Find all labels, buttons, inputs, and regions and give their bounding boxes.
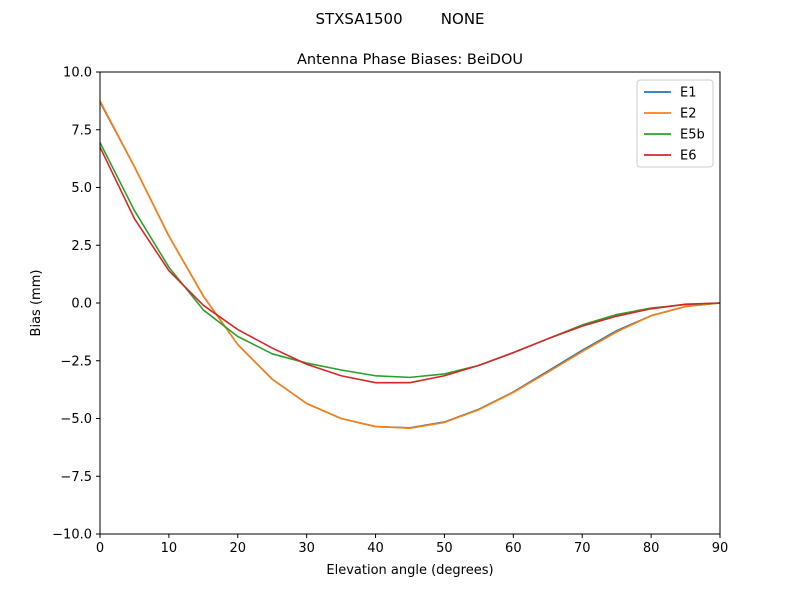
plot-frame (99, 71, 721, 535)
y-tick-label: 10.0 (63, 66, 92, 81)
series-line-e5b (99, 142, 721, 379)
x-tick-label: 60 (505, 541, 522, 556)
chart-suptitle: STXSA1500 NONE (315, 10, 484, 28)
x-tick-label: 90 (712, 541, 729, 556)
y-tick-label: 2.5 (71, 239, 92, 254)
legend-entry-label: E2 (680, 107, 697, 122)
x-tick-label: 30 (298, 541, 315, 556)
y-tick-label: −2.5 (60, 354, 92, 369)
x-tick-label: 0 (96, 541, 104, 556)
legend-entry-label: E6 (680, 149, 697, 164)
x-tick-label: 20 (230, 541, 247, 556)
legend-box (636, 79, 714, 168)
legend-entry-label: E1 (680, 86, 697, 101)
y-tick-label: −7.5 (60, 470, 92, 485)
y-tick-label: 7.5 (71, 123, 92, 138)
y-tick-label: 5.0 (71, 181, 92, 196)
y-tick-label: −10.0 (52, 528, 92, 543)
x-tick-label: 70 (574, 541, 591, 556)
chart-title: Antenna Phase Biases: BeiDOU (297, 52, 523, 68)
series-line-e2 (99, 100, 721, 430)
series-line-e6 (99, 146, 721, 384)
y-tick-label: −5.0 (60, 412, 92, 427)
x-tick-label: 80 (643, 541, 660, 556)
legend: E1 E2 E5b E6 (636, 79, 714, 168)
x-tick-label: 10 (161, 541, 178, 556)
plot-lines (99, 100, 721, 430)
series-line-e1 (99, 101, 721, 429)
y-axis-label: Bias (mm) (29, 270, 44, 337)
legend-entry-label: E5b (680, 128, 705, 143)
x-axis: 0 10 20 30 40 50 60 70 80 90 (96, 534, 728, 556)
x-tick-label: 40 (367, 541, 384, 556)
y-axis: −10.0 −7.5 −5.0 −2.5 0.0 2.5 5.0 7.5 10.0 (52, 66, 100, 543)
x-tick-label: 50 (436, 541, 453, 556)
y-tick-label: 0.0 (71, 297, 92, 312)
x-axis-label: Elevation angle (degrees) (326, 563, 493, 578)
